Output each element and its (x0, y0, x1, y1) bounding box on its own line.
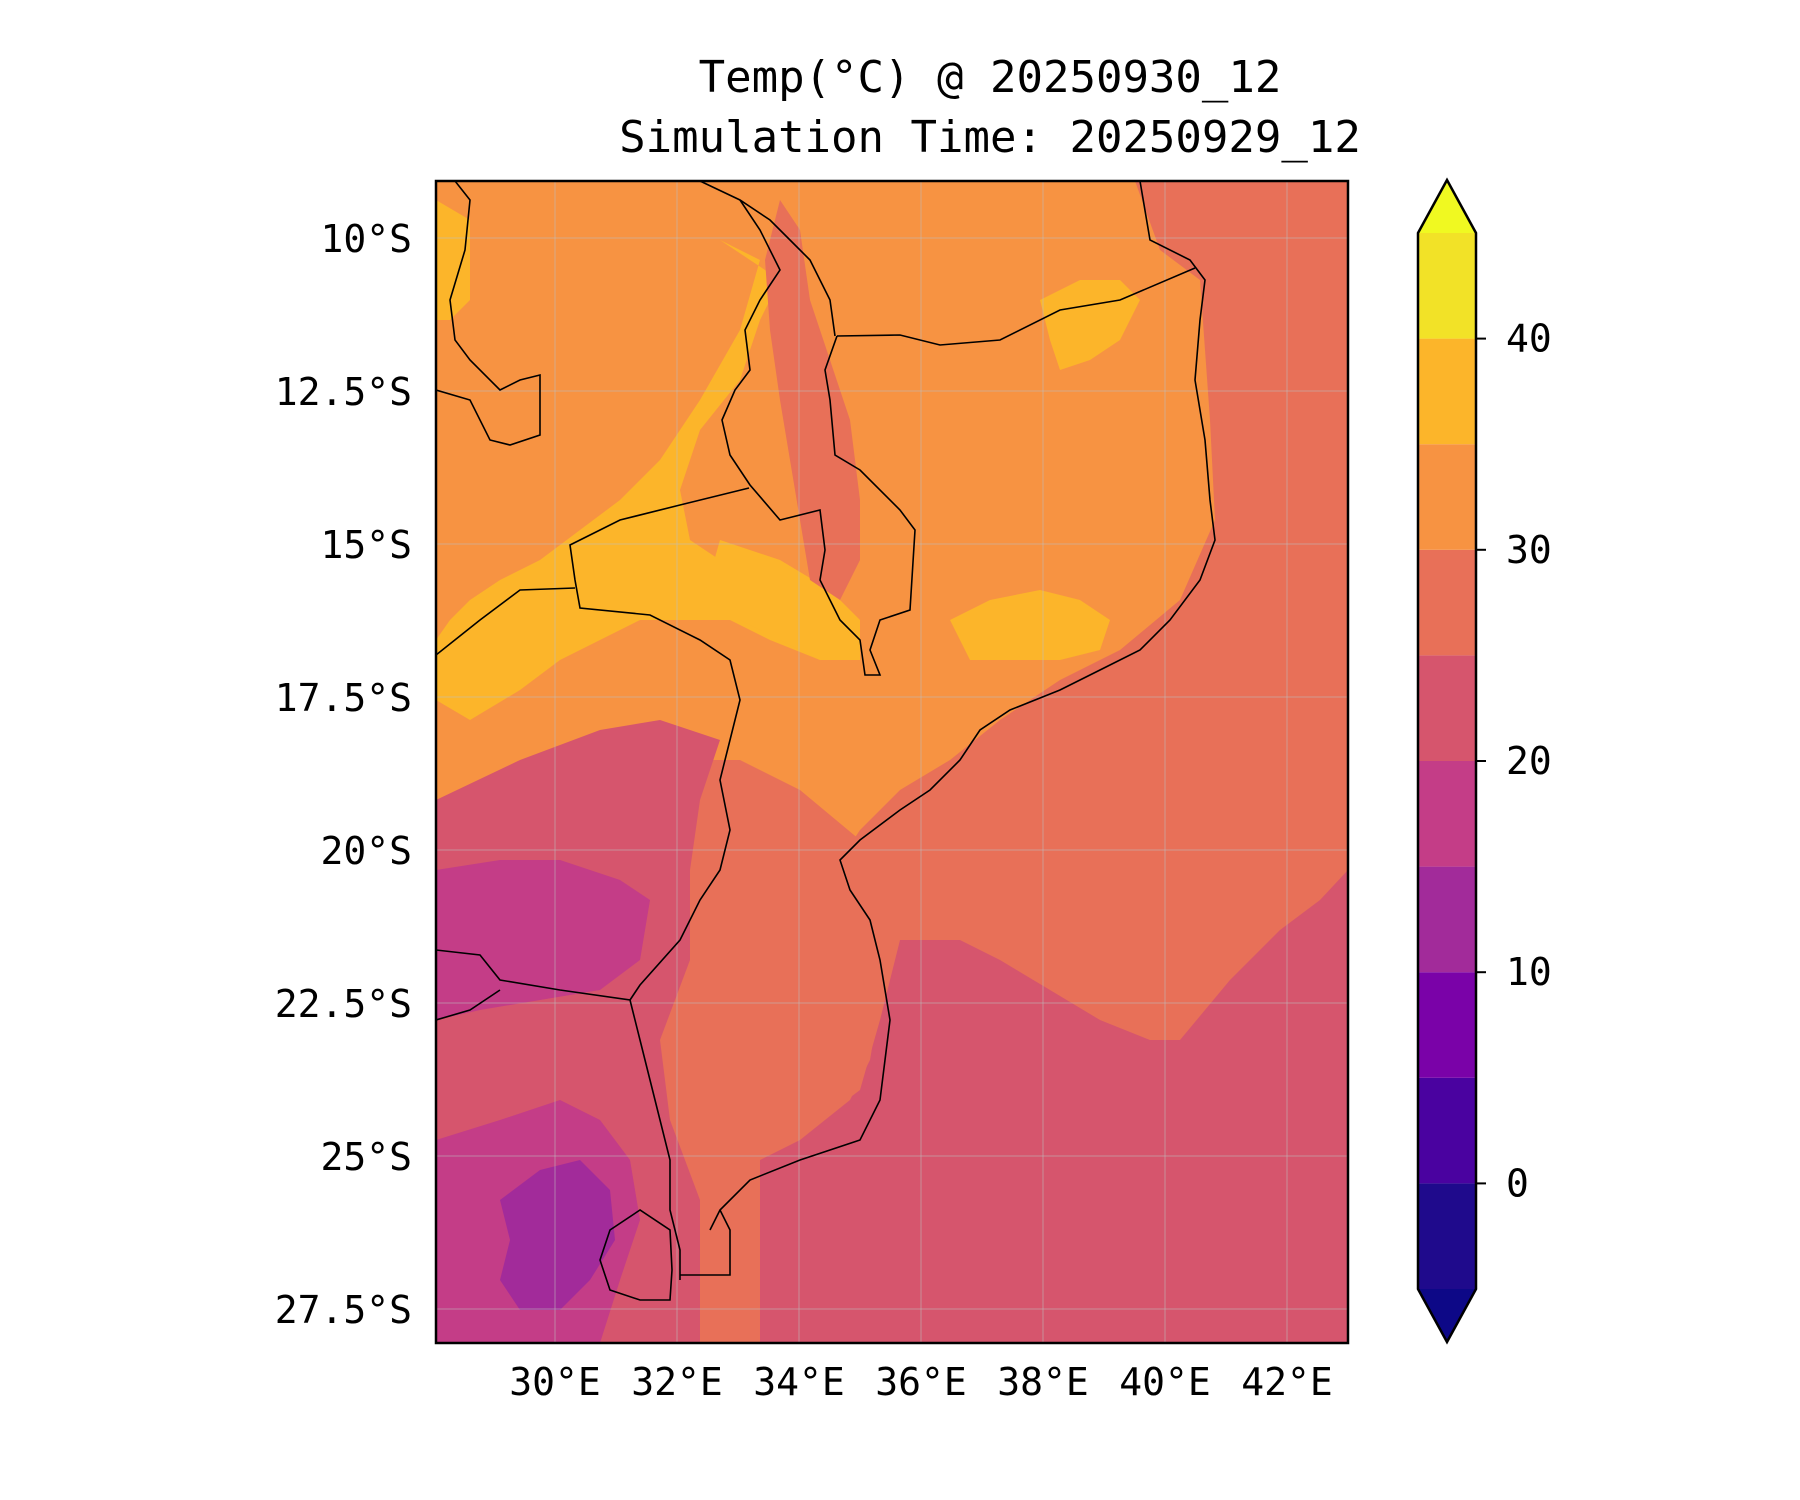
colorbar-segment (1418, 1077, 1476, 1184)
border-zimbabwe-botswana (436, 587, 576, 656)
temperature-field (436, 181, 1348, 1343)
lon-tick-label: 34°E (753, 1360, 845, 1404)
latitude-labels: 10°S 12.5°S 15°S 17.5°S 20°S 22.5°S 25°S 27.5°S (275, 217, 412, 1332)
south-field-10-15 (500, 1160, 615, 1310)
hot-band-35-40-central (700, 540, 860, 660)
southern-ocean-field-20-25 (760, 870, 1348, 1343)
map-subtitle: Simulation Time: 20250929_12 (619, 112, 1361, 163)
lat-tick-label: 17.5°S (275, 676, 412, 720)
lat-tick-label: 25°S (320, 1135, 412, 1179)
lat-tick-label: 22.5°S (275, 982, 412, 1026)
colorbar-extend-max (1418, 180, 1476, 233)
colorbar-segment (1418, 761, 1476, 867)
lon-tick-label: 40°E (1119, 1360, 1211, 1404)
colorbar-extend-min (1418, 1289, 1476, 1342)
country-borders (436, 181, 1216, 1301)
southwest-field-15-20 (436, 860, 650, 1020)
lat-tick-label: 20°S (320, 829, 412, 873)
border-tanzania (836, 267, 1196, 346)
lon-tick-label: 32°E (631, 1360, 723, 1404)
colorbar-segment (1418, 549, 1476, 656)
colorbar-tick-label: 10 (1506, 950, 1552, 994)
colorbar-tick-label: 0 (1506, 1161, 1529, 1205)
lon-tick-label: 36°E (875, 1360, 967, 1404)
border-zambia-mozambique (569, 487, 750, 1001)
colorbar-segment (1418, 338, 1476, 445)
hot-band-35-40-west (436, 200, 470, 320)
colorbar-segment (1418, 655, 1476, 761)
colorbar-segment (1418, 444, 1476, 550)
coastline (709, 181, 1216, 1231)
map-frame (434, 179, 1350, 1345)
lat-tick-label: 12.5°S (275, 370, 412, 414)
colorbar-segment (1418, 233, 1476, 339)
map-title: Temp(°C) @ 20250930_12 (698, 52, 1282, 103)
border-lake-shore (699, 181, 836, 337)
lake-region-field-25-30 (765, 200, 860, 600)
lat-tick-label: 27.5°S (275, 1288, 412, 1332)
colorbar-segment (1418, 972, 1476, 1078)
border-west-north (436, 181, 541, 446)
hot-band-35-40-east (950, 590, 1110, 660)
lon-tick-label: 38°E (997, 1360, 1089, 1404)
border-mozambique-south (680, 1209, 731, 1276)
colorbar-segment (1418, 866, 1476, 973)
longitude-labels: 30°E 32°E 34°E 36°E 38°E 40°E 42°E (509, 1360, 1333, 1404)
border-eswatini (599, 1209, 673, 1301)
gridlines (436, 181, 1348, 1343)
colorbar-tick-label: 40 (1506, 317, 1552, 361)
colorbar: 0 10 20 30 40 (1416, 177, 1552, 1345)
border-malawi (721, 199, 916, 676)
colorbar-tick-label: 20 (1506, 739, 1552, 783)
border-south-africa (436, 949, 681, 1280)
lon-tick-label: 30°E (509, 1360, 601, 1404)
lat-tick-label: 10°S (320, 217, 412, 261)
lon-tick-label: 42°E (1241, 1360, 1333, 1404)
hot-band-35-40-northeast (1040, 280, 1140, 370)
colorbar-outline (1416, 177, 1478, 1345)
colorbar-tick-label: 30 (1506, 528, 1552, 572)
colorbar-segment (1418, 1183, 1476, 1289)
lat-tick-label: 15°S (320, 523, 412, 567)
border-south-africa-2 (436, 989, 501, 1021)
